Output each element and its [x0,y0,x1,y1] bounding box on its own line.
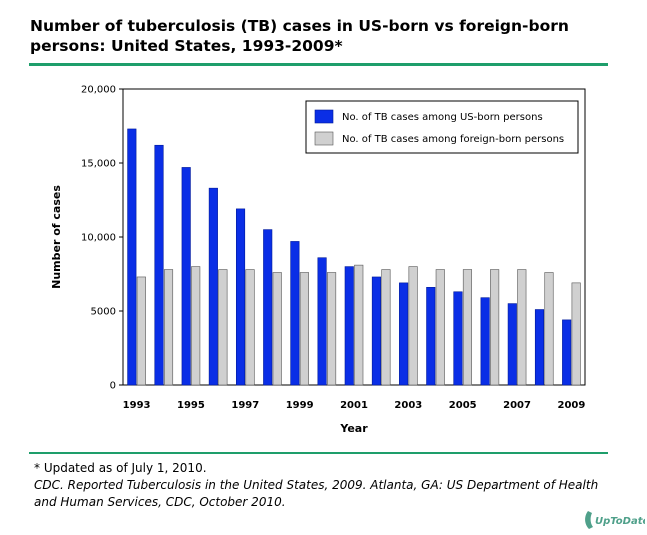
x-tick-label: 2007 [503,400,531,411]
bar-foreign-born [191,266,201,386]
bar-foreign-born [327,272,337,386]
legend-label: No. of TB cases among US-born persons [342,112,543,123]
bar-us-born [507,303,517,386]
x-tick-label: 2009 [557,400,585,411]
bar-foreign-born [490,269,500,386]
bar-us-born [290,241,300,386]
logo-text: UpToDate [595,516,645,527]
legend [305,100,579,154]
title-line-2: persons: United States, 1993-2009* [30,37,343,55]
chart-title: Number of tuberculosis (TB) cases in US-… [30,16,630,56]
uptodate-logo: UpToDate [585,511,645,529]
bar-foreign-born [354,264,364,386]
bar-foreign-born [571,282,581,386]
legend-label: No. of TB cases among foreign-born perso… [342,134,564,145]
x-tick-label: 1999 [286,400,314,411]
bar-us-born [480,297,490,386]
bar-us-born [453,291,463,386]
y-tick-label: 0 [110,381,116,392]
bar-us-born [208,187,218,386]
bar-us-born [344,266,354,386]
bar-foreign-born [245,269,255,386]
bar-foreign-born [517,269,527,386]
bar-us-born [399,282,409,386]
x-tick-label: 2001 [340,400,368,411]
bar-us-born [154,144,164,386]
title-line-1: Number of tuberculosis (TB) cases in US-… [30,17,569,35]
bottom-divider [29,452,608,454]
footnote: * Updated as of July 1, 2010. CDC. Repor… [34,460,614,511]
bar-foreign-born [462,269,473,386]
y-tick-label: 20,000 [81,85,116,96]
bar-foreign-born [544,272,554,386]
y-tick-label: 15,000 [81,159,116,170]
x-tick-label: 1993 [123,400,151,411]
bar-us-born [317,257,327,386]
x-axis-title: Year [339,422,368,435]
top-divider [29,63,608,66]
legend-swatch [314,131,334,146]
y-tick-label: 5000 [91,307,116,318]
bar-foreign-born [299,272,309,386]
bar-us-born [181,167,191,386]
footnote-reference: CDC. Reported Tuberculosis in the United… [34,478,599,509]
bar-us-born [534,309,545,386]
footnote-update: * Updated as of July 1, 2010. [34,461,207,475]
bar-us-born [371,276,381,386]
x-tick-label: 1997 [231,400,259,411]
bar-us-born [263,229,273,386]
bar-foreign-born [163,269,174,386]
bar-us-born [426,287,436,386]
x-tick-label: 2005 [449,400,477,411]
x-tick-label: 2003 [394,400,422,411]
bar-foreign-born [218,269,228,386]
y-tick-label: 10,000 [81,233,116,244]
bar-foreign-born [136,276,146,386]
bar-foreign-born [272,272,282,386]
bar-us-born [127,128,137,386]
bar-foreign-born [435,269,445,386]
y-axis-title: Number of cases [50,185,63,289]
bar-foreign-born [408,266,418,386]
x-tick-label: 1995 [177,400,205,411]
bar-foreign-born [381,269,391,386]
legend-swatch [314,109,334,124]
bar-us-born [235,208,246,386]
bar-chart: 0 5000 10,000 15,000 20,000 1993 1995 1997 1999 2… [50,85,586,435]
bar-us-born [562,319,572,386]
